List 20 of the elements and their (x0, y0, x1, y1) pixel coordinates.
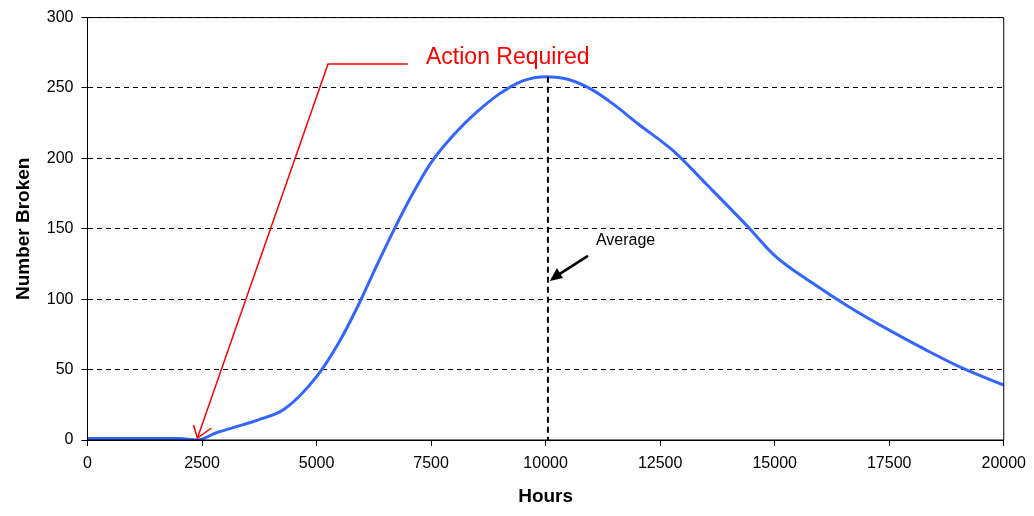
x-tick-label: 10000 (523, 454, 568, 472)
y-tick-label: 150 (46, 219, 74, 237)
x-tick-label: 0 (83, 454, 93, 472)
y-axis-title: Number Broken (11, 157, 33, 301)
ref-line-label: Average (595, 231, 656, 249)
y-tick-label: 300 (46, 8, 74, 26)
x-tick-label: 12500 (637, 454, 683, 472)
y-tick-label: 100 (46, 289, 74, 307)
y-tick-label: 0 (64, 430, 74, 448)
x-tick-label: 7500 (413, 454, 449, 472)
x-tick-label: 2500 (184, 454, 220, 472)
y-tick-label: 250 (46, 78, 74, 96)
annotation: Action Required (426, 43, 590, 70)
x-tick-label: 17500 (866, 454, 912, 472)
x-tick-label: 20000 (981, 454, 1027, 472)
x-tick-label: 15000 (752, 454, 798, 472)
x-tick-label: 5000 (298, 454, 335, 472)
x-axis-title: Hours (518, 484, 574, 506)
y-tick-label: 200 (46, 148, 74, 166)
y-tick-label: 50 (55, 360, 74, 378)
